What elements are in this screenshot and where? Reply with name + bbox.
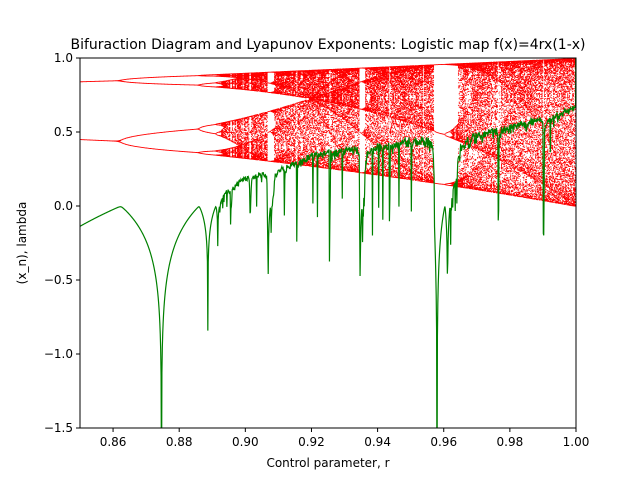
x-tick-label: 0.88 xyxy=(166,435,193,449)
x-axis-label: Control parameter, r xyxy=(266,456,389,470)
y-axis: −1.5 −1.0 −0.5 0.0 0.5 1.0 xyxy=(44,51,80,435)
plot-frame xyxy=(79,57,577,429)
y-tick-label: −1.5 xyxy=(44,421,73,435)
y-tick-label: −1.0 xyxy=(44,347,73,361)
y-tick-label: 0.0 xyxy=(54,199,73,213)
y-tick-label: −0.5 xyxy=(44,273,73,287)
bifurcation-series xyxy=(80,58,576,207)
x-tick-label: 0.92 xyxy=(298,435,325,449)
x-tick-label: 0.90 xyxy=(232,435,259,449)
x-tick-label: 0.94 xyxy=(364,435,391,449)
chart-title: Bifuraction Diagram and Lyapunov Exponen… xyxy=(70,37,585,53)
bifurcation-points xyxy=(80,58,576,207)
x-tick-label: 1.00 xyxy=(563,435,590,449)
x-tick-label: 0.86 xyxy=(100,435,127,449)
lyapunov-series-line xyxy=(80,58,576,428)
y-tick-label: 0.5 xyxy=(54,125,73,139)
y-tick-label: 1.0 xyxy=(54,51,73,65)
y-axis-label: (x_n), lambda xyxy=(15,202,29,285)
x-axis: 0.86 0.88 0.90 0.92 0.94 0.96 0.98 1.00 xyxy=(100,428,590,449)
x-tick-label: 0.96 xyxy=(430,435,457,449)
plot-area xyxy=(80,58,576,428)
x-tick-label: 0.98 xyxy=(497,435,524,449)
